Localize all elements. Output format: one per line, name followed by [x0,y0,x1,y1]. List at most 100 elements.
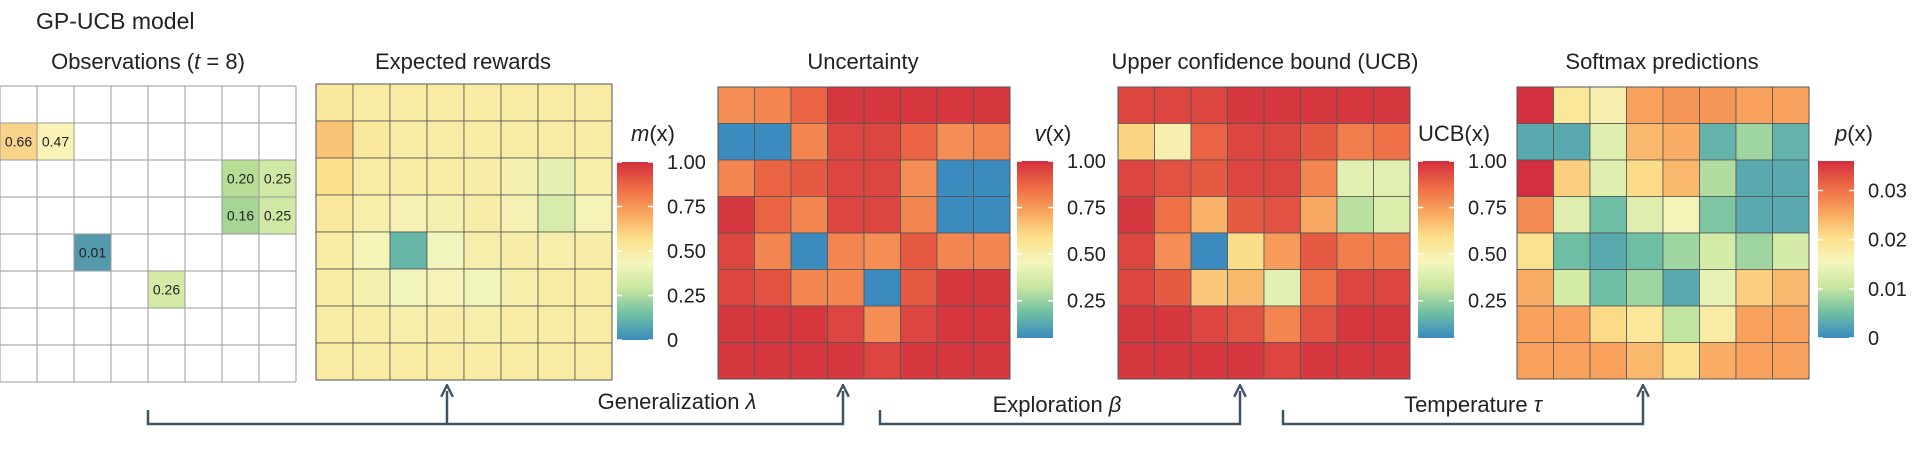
colorbar-tick-label: 0.50 [667,241,706,263]
heatmap-cell [352,231,391,270]
exploration-label: Exploration β [993,392,1122,417]
heatmap-cell [717,342,755,380]
heatmap-cell [537,268,576,307]
heatmap-cell [1735,342,1773,380]
heatmap-cell [1117,342,1155,380]
heatmap-frame [1516,86,1810,380]
observations-title: Observations (t = 8) [51,49,245,74]
heatmap-cell [1589,342,1627,380]
heatmap-cell [1662,86,1700,124]
heatmap-cell [1772,232,1810,270]
heatmap-cell [1553,159,1591,197]
heatmap-cell [973,342,1011,380]
heatmap-cell [1227,342,1265,380]
heatmap-cell [1190,159,1228,197]
heatmap-cell [1154,342,1192,380]
heatmap-cell [537,194,576,233]
heatmap-cell [827,86,865,124]
heatmap-cell [1699,159,1737,197]
heatmap-cell [1300,196,1338,234]
heatmap-cell [1772,269,1810,307]
heatmap-cell [426,305,465,344]
heatmap-cell [574,268,613,307]
colorbar-tick-label: 0.75 [1468,198,1507,220]
heatmap-cell [827,305,865,343]
heatmap-cell [717,86,755,124]
heatmap-cell [574,194,613,233]
heatmap-cell [973,86,1011,124]
colorbar-tick-label: 0.01 [1868,279,1907,301]
heatmap-cell [754,232,792,270]
heatmap-cell [1300,159,1338,197]
heatmap-cell [1626,232,1664,270]
heatmap-cell [863,269,901,307]
heatmap-cell [1190,86,1228,124]
heatmap-cell [500,342,539,381]
heatmap-cell [1117,123,1155,161]
heatmap-cell [1662,342,1700,380]
heatmap-cell [1662,232,1700,270]
heatmap-cell [754,86,792,124]
heatmap-cell [827,269,865,307]
heatmap-cell [1154,196,1192,234]
heatmap-cell [315,120,354,159]
heatmap-cell [1373,269,1411,307]
heatmap-cell [936,269,974,307]
heatmap-cell [1662,159,1700,197]
observation-value-label: 0.66 [5,134,32,150]
heatmap-cell [352,83,391,122]
heatmap-cell [863,159,901,197]
heatmap-cell [1336,232,1374,270]
uncertainty-heatmap [717,86,1011,380]
heatmap-cell [389,231,428,270]
heatmap-cell [315,231,354,270]
heatmap-cell [1300,232,1338,270]
observation-cell [74,234,111,271]
temperature-arrow-line [1281,391,1643,426]
heatmap-cell [1263,86,1301,124]
heatmap-cell [500,268,539,307]
heatmap-cell [1263,305,1301,343]
heatmap-cell [1117,196,1155,234]
heatmap-cell [1626,342,1664,380]
heatmap-cell [1516,159,1554,197]
heatmap-cell [1227,269,1265,307]
heatmap-cell [1772,305,1810,343]
colorbar-tick-label: 0.02 [1868,230,1907,252]
heatmap-cell [1263,123,1301,161]
colorbar-tick-label: 1.00 [667,152,706,174]
colorbar-tick-label: 0 [667,330,678,352]
heatmap-cell [1589,159,1627,197]
heatmap-cell [389,268,428,307]
heatmap-cell [1589,86,1627,124]
heatmap-cell [790,269,828,307]
observation-value-label: 0.25 [264,208,291,224]
heatmap-cell [1662,305,1700,343]
heatmap-cell [754,159,792,197]
colorbar-bar [617,162,653,340]
colorbar-label: v(x) [1035,121,1072,146]
heatmap-cell [426,342,465,381]
heatmap-cell [1300,123,1338,161]
colorbar-tick-label: 0.25 [1067,291,1106,313]
heatmap-cell [754,305,792,343]
heatmap-cell [1772,123,1810,161]
heatmap-cell [790,196,828,234]
heatmap-cell [315,194,354,233]
heatmap-cell [754,269,792,307]
temperature-label: Temperature τ [1404,392,1544,417]
heatmap-cell [537,305,576,344]
heatmap-cell [1373,232,1411,270]
heatmap-cell [790,159,828,197]
heatmap-cell [827,232,865,270]
heatmap-cell [1516,342,1554,380]
heatmap-cell [1662,269,1700,307]
heatmap-cell [1300,305,1338,343]
heatmap-cell [500,83,539,122]
heatmap-cell [1117,232,1155,270]
heatmap-frame [315,83,613,381]
heatmap-cell [1190,196,1228,234]
heatmap-cell [863,86,901,124]
heatmap-cell [900,305,938,343]
heatmap-cell [1336,159,1374,197]
